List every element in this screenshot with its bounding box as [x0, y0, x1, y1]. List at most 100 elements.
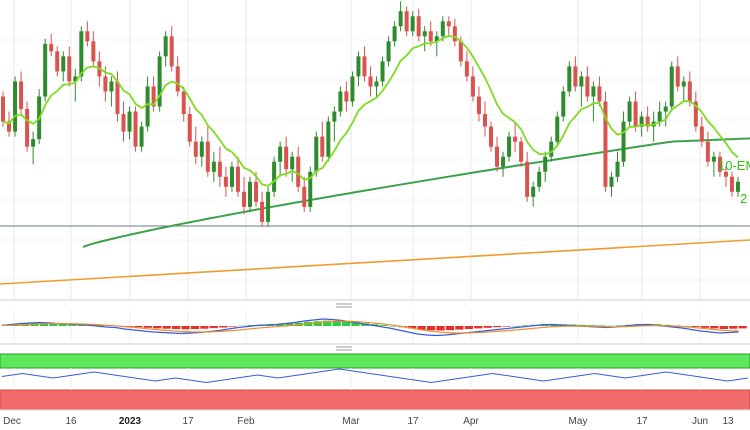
candle	[338, 86, 343, 117]
candle-body	[175, 66, 180, 92]
candle-body	[386, 41, 391, 62]
macd-bar	[455, 326, 464, 330]
candle-body	[13, 81, 18, 132]
ema-10-line	[2, 34, 739, 187]
candle	[260, 191, 265, 227]
macd-bar	[436, 326, 445, 331]
candle-body	[452, 26, 457, 42]
candle-body	[356, 56, 361, 77]
candle-body	[627, 101, 632, 122]
candle-body	[458, 41, 463, 62]
x-tick-label: 16	[65, 416, 77, 427]
main-panel-background	[0, 0, 750, 300]
candle-body	[675, 66, 680, 87]
macd-bar	[219, 326, 228, 328]
candle	[344, 81, 349, 112]
candle-body	[260, 201, 265, 222]
candle-body	[537, 171, 542, 187]
macd-bar	[587, 325, 596, 326]
candle-body	[43, 43, 48, 97]
main-grid	[0, 0, 750, 300]
candle	[645, 106, 650, 132]
candle	[181, 86, 186, 122]
candle	[717, 151, 722, 177]
candle	[49, 33, 54, 57]
candle	[452, 18, 457, 47]
candle	[31, 131, 36, 165]
candle	[308, 166, 313, 212]
candle-body	[31, 139, 36, 147]
candle-body	[693, 101, 698, 127]
x-tick-label: 17	[407, 416, 419, 427]
candle	[85, 21, 90, 47]
candle-body	[73, 76, 78, 82]
candle	[446, 16, 451, 37]
candle	[470, 66, 475, 102]
candle-body	[139, 126, 144, 147]
x-tick-label: 13	[722, 416, 734, 427]
macd-bar	[483, 326, 492, 328]
candle	[513, 121, 518, 152]
candle-body	[723, 171, 728, 177]
candle-body	[151, 86, 156, 107]
candle	[374, 76, 379, 97]
candle	[621, 111, 626, 167]
macd-bar	[615, 325, 625, 326]
candle-body	[669, 66, 674, 107]
macd-bar	[719, 326, 728, 329]
candle	[669, 61, 674, 112]
macd-bar	[49, 323, 58, 326]
candle-body	[681, 81, 686, 87]
candle-body	[476, 96, 481, 115]
candle	[531, 181, 536, 207]
candle	[428, 21, 433, 47]
candle-body	[284, 146, 289, 170]
candle	[609, 171, 614, 197]
x-tick-label: 2023	[119, 416, 142, 427]
candle	[350, 71, 355, 107]
candle	[193, 126, 198, 165]
candle	[380, 56, 385, 87]
candle	[187, 106, 192, 147]
candle-body	[205, 141, 210, 172]
candle-body	[133, 111, 138, 147]
candle-body	[350, 76, 355, 102]
main-price-panel: 10-EMA 2	[0, 0, 750, 300]
candle-body	[115, 81, 120, 115]
candle-body	[85, 31, 90, 42]
candle-body	[591, 86, 596, 97]
candle	[302, 176, 307, 212]
candle	[211, 151, 216, 182]
candle	[416, 8, 421, 42]
panel-resize-handle[interactable]	[0, 299, 750, 308]
panel-resize-handle[interactable]	[0, 343, 750, 351]
candle-body	[615, 161, 620, 177]
macd-bar	[190, 326, 200, 329]
overbought-zone	[0, 353, 750, 369]
candle	[464, 51, 469, 82]
candle-body	[416, 16, 421, 37]
candle	[495, 136, 500, 172]
candle	[705, 131, 710, 167]
macd-bar	[58, 323, 67, 326]
candle	[109, 76, 114, 107]
candle	[157, 51, 162, 112]
candle	[392, 21, 397, 47]
candle-body	[302, 186, 307, 207]
candle	[217, 146, 222, 187]
x-tick-label: May	[569, 416, 588, 427]
candle-body	[7, 121, 12, 132]
macd-bar	[596, 325, 606, 326]
candle	[398, 1, 403, 32]
candle	[507, 131, 512, 162]
candle-body	[736, 181, 740, 192]
candle	[314, 131, 319, 177]
macd-bar	[729, 326, 738, 329]
macd-bar	[379, 325, 388, 326]
candle	[422, 26, 427, 52]
candle	[585, 66, 590, 102]
candle-body	[519, 141, 524, 162]
candle-body	[326, 121, 331, 157]
candle	[615, 151, 620, 182]
candle-body	[296, 156, 301, 187]
